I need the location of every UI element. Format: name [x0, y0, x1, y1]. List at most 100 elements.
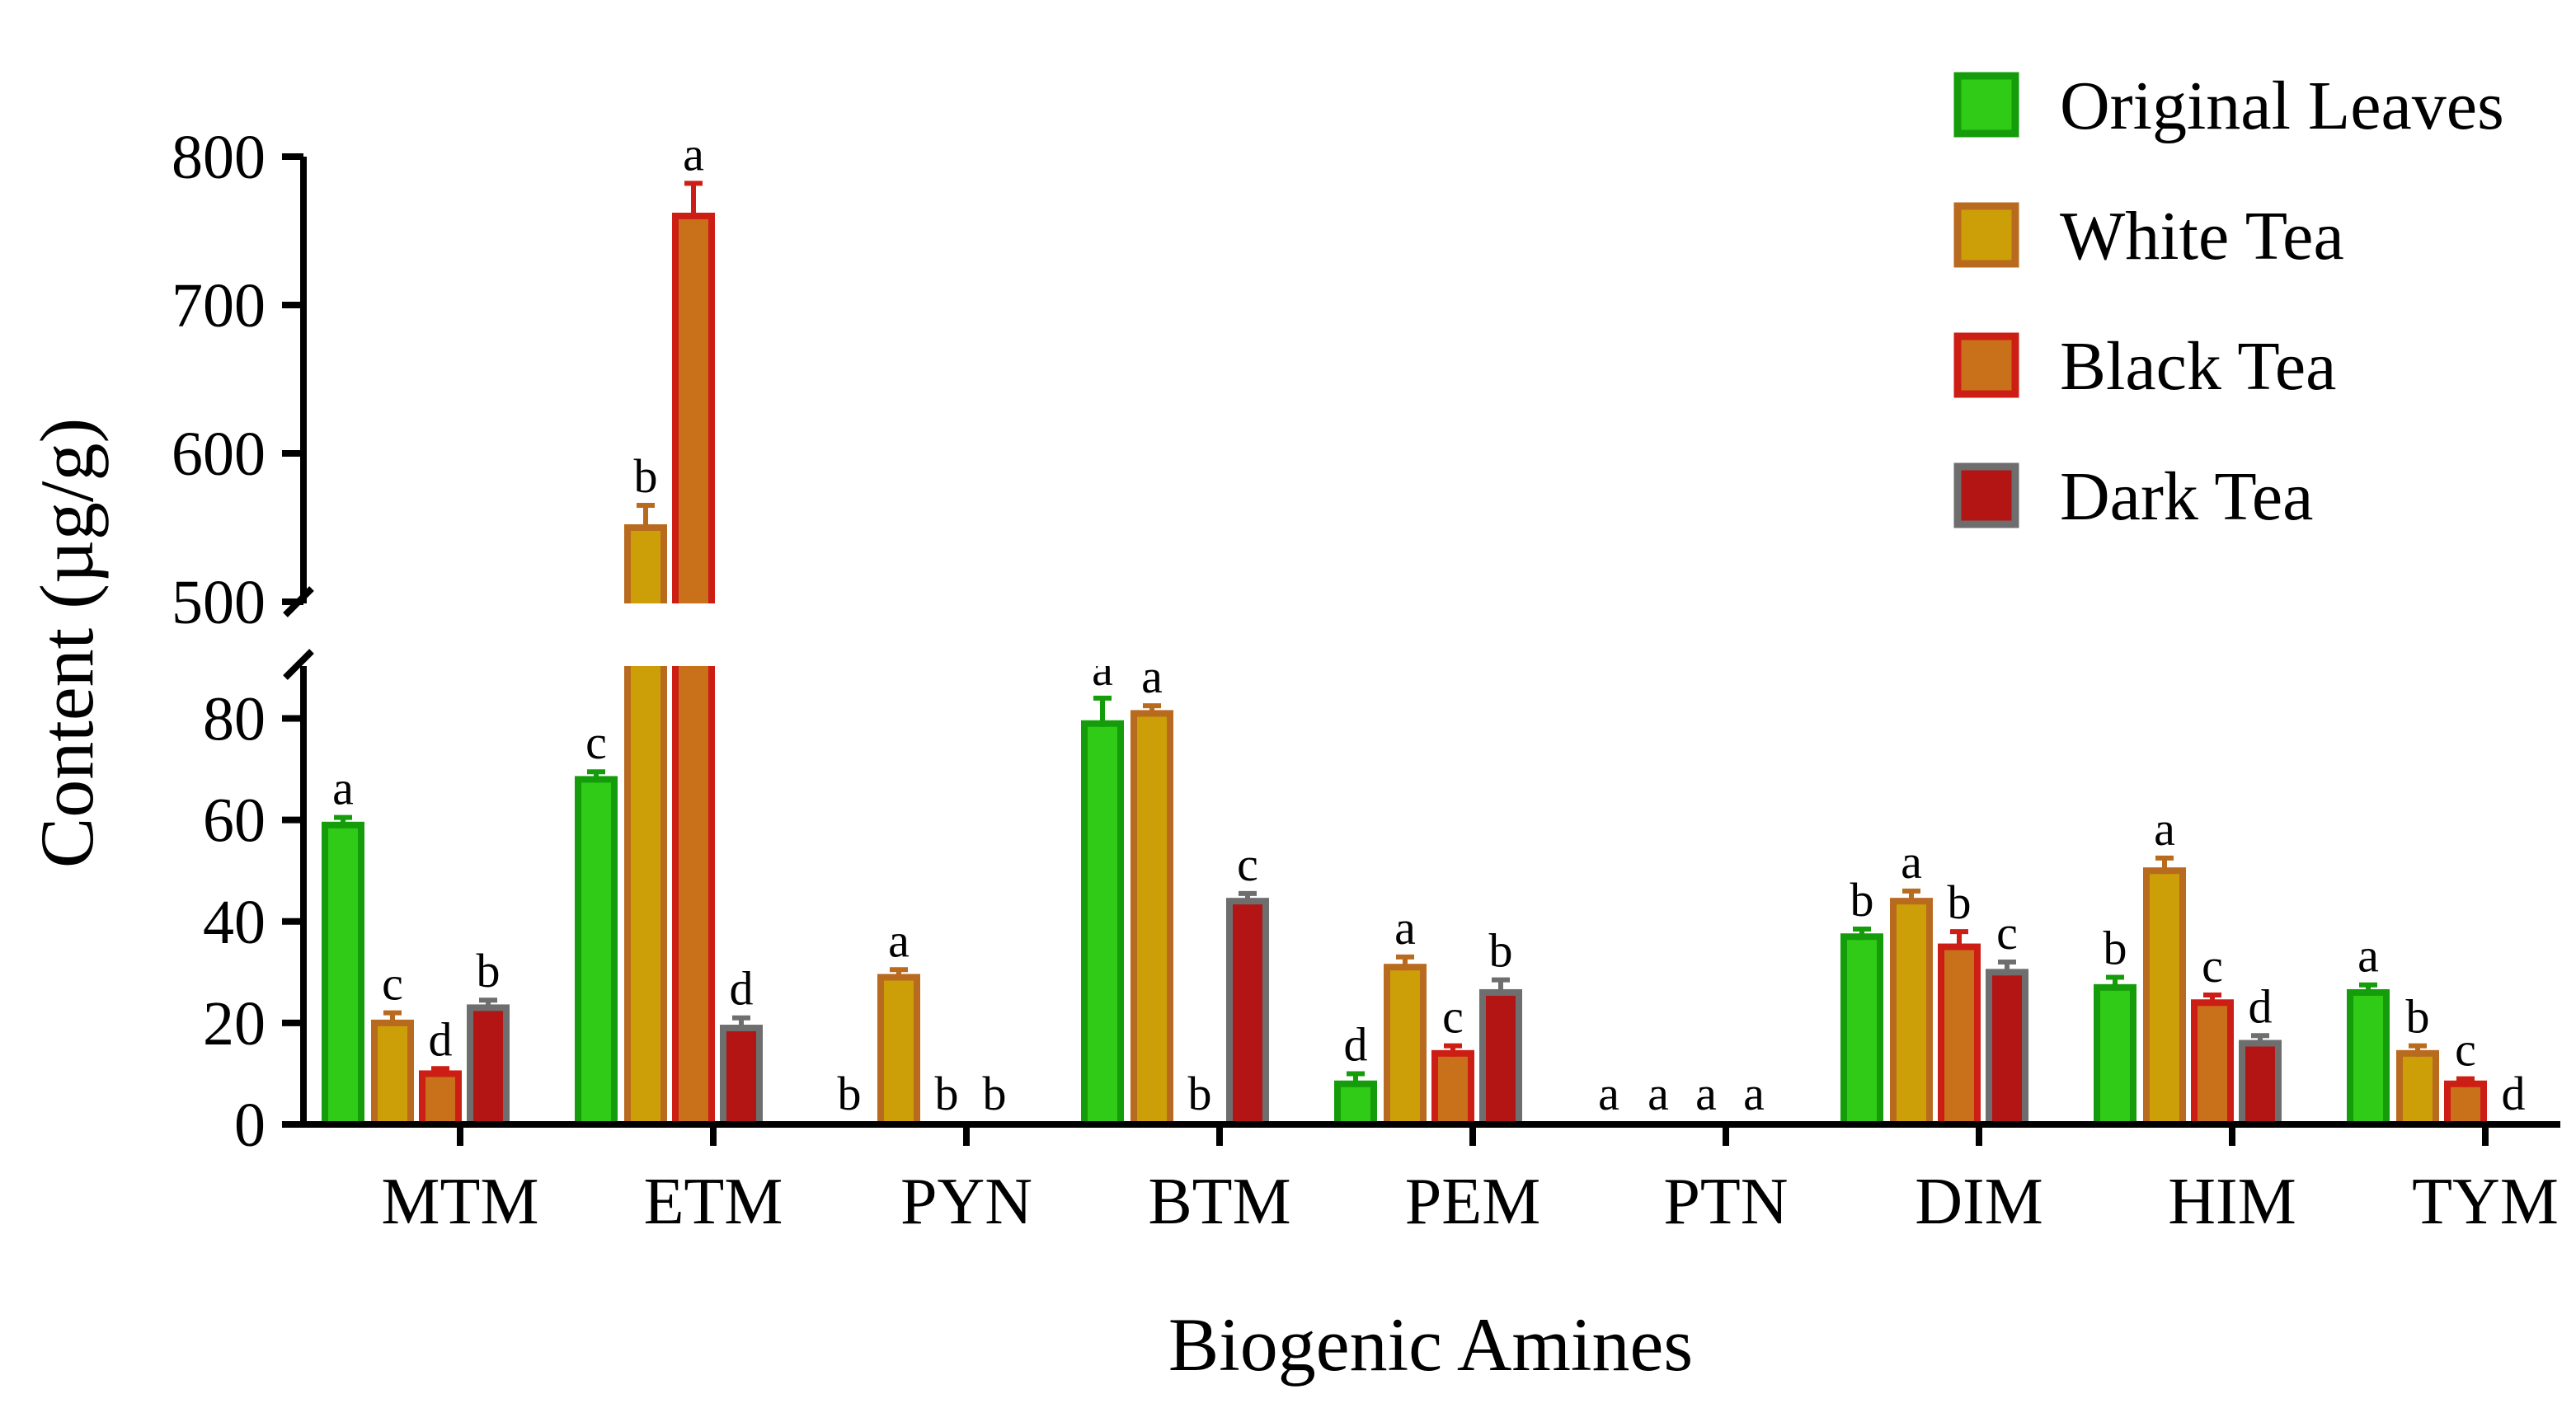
significance-letter-ptn-dark-tea: a [1743, 1067, 1765, 1120]
bar-him-dark-tea [2239, 1040, 2282, 1128]
x-tick-label-pyn: PYN [900, 1166, 1032, 1238]
legend-label-dark-tea: Dark Tea [2060, 458, 2313, 535]
legend-label-original-leaves: Original Leaves [2060, 68, 2504, 144]
legend-swatch-dark-tea [1953, 462, 2019, 528]
x-axis-title: Biogenic Amines [1168, 1302, 1693, 1387]
error-bar-pyn-white-tea [890, 967, 908, 981]
error-bar-him-original-leaves [2106, 974, 2124, 991]
legend-label-black-tea: Black Tea [2060, 328, 2336, 405]
y-tick-label-80: 80 [203, 685, 266, 754]
significance-letter-btm-dark-tea: c [1237, 838, 1258, 891]
error-bar-dim-white-tea [1902, 888, 1920, 905]
bar-pem-original-leaves [1334, 1080, 1377, 1129]
legend-swatch-original-leaves [1953, 72, 2019, 138]
significance-letter-pyn-original-leaves: b [838, 1067, 862, 1120]
error-bar-btm-original-leaves [1093, 695, 1112, 727]
significance-letter-ptn-original-leaves: a [1598, 1067, 1619, 1120]
bar-mtm-original-leaves [322, 821, 364, 1128]
bar-etm-original-leaves [575, 776, 618, 1129]
error-bar-pem-original-leaves [1347, 1071, 1365, 1087]
error-bar-pem-black-tea [1444, 1043, 1462, 1057]
significance-letter-ptn-white-tea: a [1648, 1067, 1669, 1120]
error-bar-tym-black-tea [2456, 1076, 2475, 1087]
significance-letter-etm-dark-tea: d [730, 962, 754, 1016]
significance-letter-pem-black-tea: c [1442, 990, 1464, 1044]
bar-tym-black-tea [2444, 1080, 2487, 1129]
significance-letter-dim-black-tea: b [1948, 875, 1972, 929]
error-bar-pem-white-tea [1396, 954, 1414, 971]
significance-letter-btm-black-tea: b [1188, 1067, 1212, 1120]
bar-dim-original-leaves [1840, 933, 1883, 1128]
error-bar-etm-dark-tea [732, 1015, 750, 1032]
error-bar-btm-dark-tea [1239, 890, 1257, 905]
bar-pyn-white-tea [877, 974, 920, 1128]
significance-letter-dim-white-tea: a [1901, 835, 1922, 889]
error-bar-etm-white-tea [637, 503, 655, 531]
significance-letter-pyn-black-tea: b [935, 1067, 959, 1120]
bar-pem-black-tea [1431, 1049, 1474, 1129]
significance-letter-pyn-white-tea: a [888, 913, 910, 967]
significance-letter-dim-original-leaves: b [1850, 873, 1874, 927]
x-tick-label-him: HIM [2168, 1166, 2296, 1238]
error-bar-pem-dark-tea [1492, 977, 1510, 996]
y-tick-label-40: 40 [203, 888, 266, 957]
x-tick-label-mtm: MTM [381, 1166, 538, 1238]
y-tick-label-600: 600 [172, 420, 266, 489]
legend-swatch-white-tea [1953, 202, 2019, 268]
significance-letter-tym-black-tea: c [2455, 1023, 2476, 1077]
x-tick-label-ptn: PTN [1663, 1166, 1788, 1238]
significance-letter-him-black-tea: c [2202, 939, 2223, 993]
error-bar-tym-original-leaves [2359, 982, 2377, 996]
bar-btm-original-leaves [1081, 720, 1124, 1128]
error-bar-him-white-tea [2155, 855, 2174, 875]
bar-dim-dark-tea [1986, 969, 2028, 1129]
significance-letter-him-white-tea: a [2154, 802, 2175, 856]
error-bar-him-black-tea [2203, 993, 2221, 1007]
axes-layer: 0 20 40 60 80 500 600 700 800 MTM ETM PYN BTM PEM PTN D… [0, 123, 2576, 1238]
significance-letter-tym-dark-tea: d [2502, 1067, 2526, 1120]
y-tick-label-500: 500 [172, 568, 266, 637]
axis-break-gap [0, 603, 2576, 666]
error-bars-layer [334, 181, 2475, 1087]
error-bar-tym-white-tea [2409, 1043, 2427, 1057]
significance-letter-pem-white-tea: a [1394, 901, 1416, 955]
bar-etm-black-tea [672, 213, 715, 1128]
legend: Original Leaves White Tea Black Tea Dark Te… [1953, 68, 2504, 535]
significance-letter-mtm-original-leaves: a [332, 762, 354, 815]
x-tick-label-btm: BTM [1148, 1166, 1290, 1238]
y-tick-label-20: 20 [203, 989, 266, 1058]
y-tick-label-60: 60 [203, 786, 266, 856]
significance-letter-mtm-black-tea: d [429, 1012, 453, 1066]
y-axis-title: Content (µg/g) [25, 418, 109, 868]
axis-break-mark-lower [283, 649, 314, 680]
error-bar-btm-white-tea [1143, 703, 1161, 717]
significance-letter-etm-original-leaves: c [585, 716, 607, 769]
bar-pem-white-tea [1384, 964, 1427, 1128]
bar-dim-black-tea [1938, 943, 1981, 1128]
significance-letter-ptn-black-tea: a [1695, 1067, 1717, 1120]
significance-letter-him-dark-tea: d [2249, 979, 2273, 1033]
significance-letter-etm-black-tea: a [683, 127, 704, 181]
bar-dim-white-tea [1890, 898, 1933, 1128]
error-bar-etm-original-leaves [587, 769, 605, 783]
error-bar-dim-black-tea [1950, 929, 1968, 950]
significance-letter-tym-white-tea: b [2406, 990, 2430, 1044]
bar-mtm-dark-tea [467, 1004, 510, 1129]
significance-letter-pem-dark-tea: b [1489, 924, 1513, 978]
significance-letter-mtm-white-tea: c [382, 957, 403, 1011]
bar-mtm-black-tea [419, 1070, 462, 1129]
y-tick-label-800: 800 [172, 123, 266, 192]
y-tick-label-700: 700 [172, 271, 266, 340]
significance-letter-mtm-dark-tea: b [477, 944, 501, 997]
error-bar-him-dark-tea [2251, 1033, 2269, 1047]
y-tick-label-0: 0 [234, 1091, 266, 1160]
x-tick-label-dim: DIM [1915, 1166, 2043, 1238]
bar-mtm-white-tea [371, 1019, 414, 1129]
bar-btm-white-tea [1131, 710, 1173, 1129]
significance-letter-tym-original-leaves: a [2357, 929, 2379, 983]
x-tick-label-etm: ETM [644, 1166, 783, 1238]
legend-swatch-black-tea [1953, 332, 2019, 398]
bar-etm-dark-tea [720, 1025, 763, 1128]
